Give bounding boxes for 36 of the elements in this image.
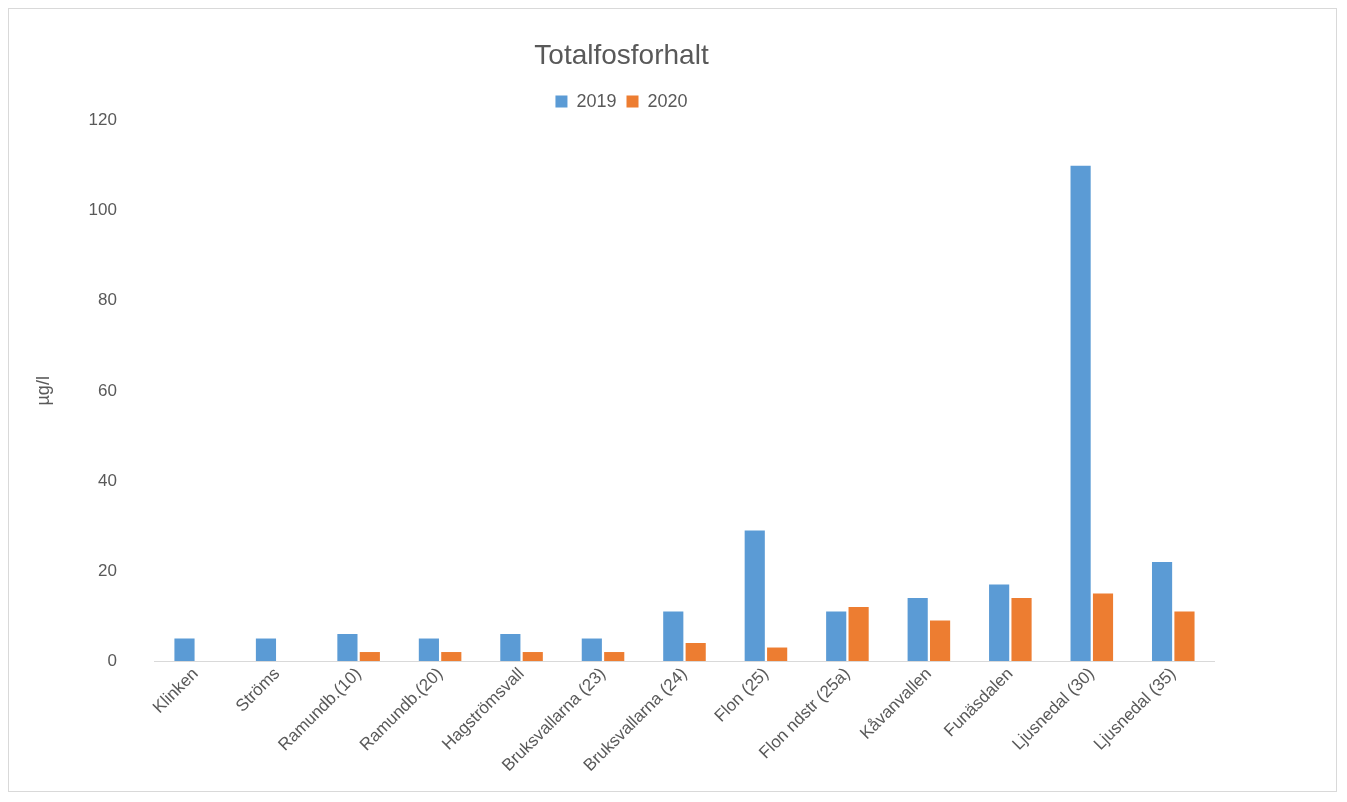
- bar: [604, 652, 625, 662]
- y-tick-label: 0: [107, 650, 117, 670]
- legend-label: 2020: [647, 90, 688, 111]
- y-tick-label: 40: [98, 470, 117, 490]
- bar: [930, 620, 951, 662]
- y-tick-label: 60: [98, 380, 117, 400]
- legend-label: 2019: [576, 90, 617, 111]
- y-tick-label: 120: [88, 110, 117, 130]
- bar: [826, 611, 847, 662]
- bar: [1092, 593, 1114, 662]
- bar: [1174, 611, 1195, 662]
- chart-title: Totalfosforhalt: [534, 38, 709, 70]
- y-tick-label: 100: [88, 200, 117, 220]
- bar: [359, 652, 380, 662]
- bar: [1151, 561, 1173, 662]
- bar: [663, 611, 684, 662]
- bar: [989, 584, 1010, 662]
- bar: [685, 643, 706, 662]
- bar: [337, 634, 358, 662]
- bar: [174, 638, 195, 662]
- bar: [1070, 165, 1091, 662]
- bar: [255, 638, 277, 662]
- bar: [767, 647, 788, 662]
- bar: [907, 597, 928, 662]
- y-tick-label: 20: [98, 560, 117, 580]
- bar: [744, 530, 765, 662]
- bar: [418, 638, 439, 662]
- bar: [500, 634, 521, 662]
- x-tick-label: Flon (25): [710, 663, 773, 726]
- y-axis-title: µg/l: [32, 376, 53, 406]
- bar: [441, 652, 462, 662]
- y-tick-label: 80: [98, 290, 117, 310]
- bar: [522, 652, 543, 662]
- bar: [848, 606, 869, 662]
- bar: [1011, 597, 1032, 662]
- bar: [581, 638, 602, 662]
